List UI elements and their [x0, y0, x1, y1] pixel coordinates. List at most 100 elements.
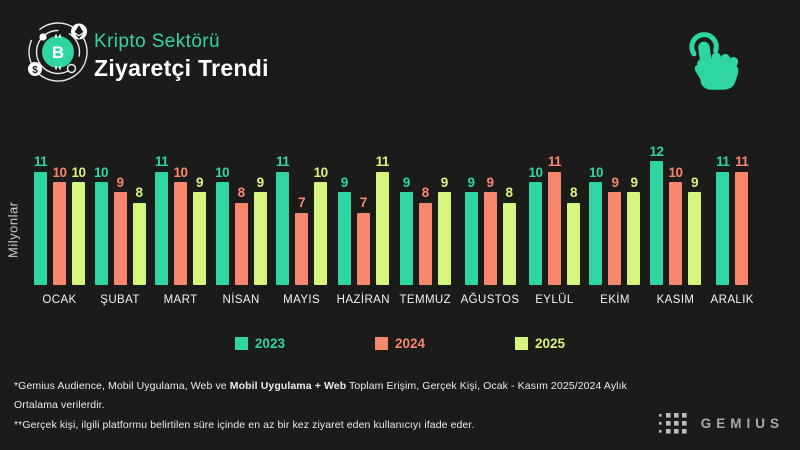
bar-2024[interactable]: 10 — [52, 165, 67, 285]
bar-value-label: 10 — [528, 164, 543, 180]
x-axis-tick-label: TEMMUZ — [399, 294, 452, 306]
month-group: 9 8 9 TEMMUZ — [399, 135, 451, 306]
x-axis-tick-label: ARALIK — [710, 294, 754, 306]
bar-value-label: 9 — [402, 174, 411, 190]
bar-2025[interactable]: 8 — [132, 185, 146, 285]
bar-rect — [502, 202, 516, 285]
bar-2023[interactable]: 11 — [716, 155, 730, 285]
svg-text:B: B — [52, 43, 64, 62]
bar-value-label: 11 — [33, 154, 48, 170]
bar-rect — [234, 202, 248, 285]
bar-2024[interactable]: 7 — [356, 196, 370, 285]
bar-rect — [314, 182, 328, 285]
bar-2025[interactable]: 8 — [502, 186, 516, 285]
bar-2025[interactable]: 10 — [71, 165, 86, 285]
bar-rect — [215, 182, 229, 285]
month-group: 11 10 9 MART — [155, 135, 207, 306]
x-axis-tick-label: EKİM — [600, 294, 630, 306]
x-axis-tick-label: ŞUBAT — [100, 294, 140, 306]
bar-2023[interactable]: 12 — [649, 143, 665, 285]
bar-2025[interactable]: 11 — [376, 155, 389, 285]
bar-rect — [253, 192, 267, 285]
tap-hand-icon[interactable] — [676, 24, 748, 98]
bar-value-label: 8 — [569, 185, 578, 201]
x-axis-tick-label: HAZİRAN — [336, 294, 390, 306]
month-group: 9 7 11 HAZİRAN — [337, 135, 390, 306]
bar-2025[interactable]: 9 — [627, 174, 641, 285]
month-group: 10 11 8 EYLÜL — [528, 135, 580, 306]
bar-2024[interactable]: 8 — [418, 185, 432, 285]
month-group: 9 9 8 AĞUSTOS — [461, 135, 520, 306]
bar-value-label: 9 — [630, 174, 638, 190]
bar-value-label: 8 — [421, 185, 430, 201]
x-axis-tick-label: AĞUSTOS — [460, 294, 520, 306]
legend-item-2023[interactable]: 2023 — [234, 336, 285, 351]
gemius-wordmark: GEMIUS — [700, 416, 784, 431]
x-axis-tick-label: NİSAN — [222, 294, 260, 306]
legend-item-2024[interactable]: 2024 — [374, 336, 425, 351]
bar-2023[interactable]: 11 — [275, 154, 290, 285]
bar-rect — [113, 192, 127, 285]
bar-2024[interactable]: 8 — [234, 185, 248, 285]
page-title: Kripto Sektörü Ziyaretçi Trendi — [94, 31, 269, 83]
title-line-2: Ziyaretçi Trendi — [94, 54, 269, 81]
bar-2023[interactable]: 11 — [33, 154, 48, 285]
bar-2023[interactable]: 9 — [399, 174, 413, 285]
legend-swatch — [374, 337, 388, 350]
bar-2023[interactable]: 9 — [337, 176, 351, 285]
bar-2024[interactable]: 9 — [113, 174, 127, 285]
bar-2024[interactable]: 10 — [669, 165, 683, 285]
bar-value-label: 7 — [298, 195, 306, 211]
bar-2024[interactable]: 11 — [735, 155, 749, 285]
bar-rect — [94, 182, 108, 285]
month-group: 11 11 ARALIK — [711, 135, 754, 306]
bar-2025[interactable]: 10 — [313, 164, 329, 285]
bar-2024[interactable]: 10 — [173, 164, 189, 285]
bar-2023[interactable]: 10 — [215, 164, 230, 285]
bar-2024[interactable]: 11 — [547, 154, 562, 285]
bar-rect — [276, 171, 290, 285]
legend-item-2025[interactable]: 2025 — [515, 336, 565, 351]
bar-2023[interactable]: 10 — [94, 164, 109, 285]
bar-2023[interactable]: 11 — [155, 155, 169, 285]
bar-2025[interactable]: 9 — [253, 176, 267, 285]
bar-2023[interactable]: 10 — [589, 165, 604, 285]
bar-rect — [437, 192, 451, 285]
legend-label: 2025 — [535, 336, 566, 351]
bar-value-label: 11 — [275, 154, 290, 170]
bar-rect — [735, 171, 749, 285]
month-group: 10 8 9 NİSAN — [215, 135, 267, 306]
bar-value-label: 9 — [691, 174, 699, 190]
bar-2024[interactable]: 9 — [483, 174, 497, 285]
bar-value-label: 8 — [135, 185, 144, 201]
bar-2024[interactable]: 7 — [295, 195, 309, 285]
bar-value-label: 10 — [313, 164, 329, 180]
bar-value-label: 9 — [486, 174, 494, 190]
bar-value-label: 11 — [547, 154, 562, 170]
bar-rect — [356, 212, 370, 285]
bar-2025[interactable]: 8 — [566, 185, 580, 285]
bar-value-label: 10 — [94, 164, 109, 180]
bar-value-label: 12 — [649, 143, 665, 159]
bitcoin-orbit-icon: B $ — [28, 22, 88, 82]
bar-2025[interactable]: 9 — [688, 174, 702, 285]
bar-value-label: 8 — [237, 185, 246, 201]
bar-value-label: 9 — [440, 174, 449, 190]
bar-rect — [53, 182, 66, 285]
bar-2023[interactable]: 9 — [464, 176, 478, 285]
bar-2025[interactable]: 9 — [437, 174, 451, 285]
bar-value-label: 9 — [611, 174, 619, 190]
bar-chart: 11 10 10 OCAK 10 9 8 ŞUBAT 11 10 9 MART 10 8 9 NİSAN 11 7… — [34, 135, 754, 307]
bar-value-label: 10 — [173, 164, 189, 180]
bar-rect — [375, 171, 389, 285]
footnote-line-1: *Gemius Audience, Mobil Uygulama, Web ve… — [14, 379, 627, 412]
bar-2025[interactable]: 9 — [193, 176, 207, 285]
gemius-dots-icon — [658, 413, 687, 434]
bar-2023[interactable]: 10 — [528, 164, 543, 285]
bar-rect — [589, 182, 603, 285]
bar-value-label: 9 — [116, 174, 125, 190]
bar-rect — [716, 171, 730, 285]
bar-2024[interactable]: 9 — [608, 174, 622, 285]
bar-value-label: 10 — [215, 164, 230, 180]
